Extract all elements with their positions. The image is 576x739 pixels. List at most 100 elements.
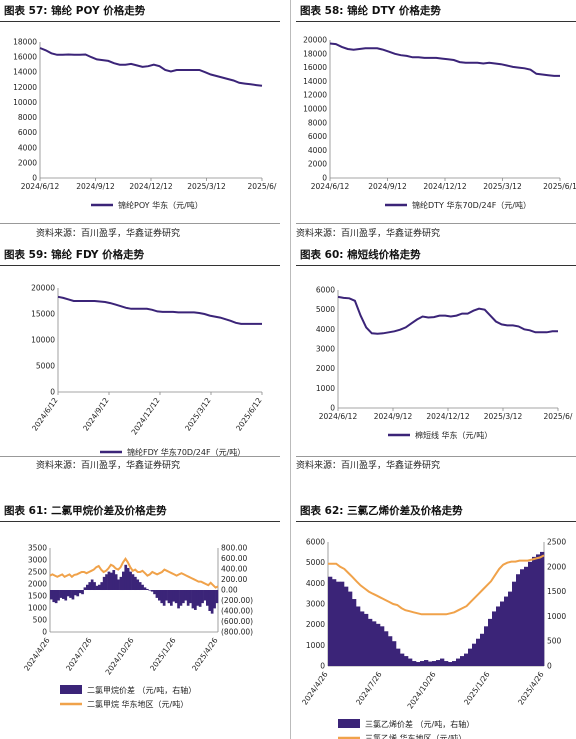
spread-bar [484, 626, 489, 666]
y-left-tick-label: 3000 [28, 556, 47, 565]
spread-bar [416, 662, 421, 666]
spread-bar [328, 576, 333, 666]
spread-bar [412, 661, 417, 666]
y-tick-label: 5000 [316, 305, 335, 314]
spread-bar [356, 606, 361, 666]
legend-label: 锦纶FDY 华东70D/24F（元/吨） [127, 447, 245, 456]
x-tick-label: 2025/4/26 [516, 670, 546, 707]
spread-bar [102, 576, 106, 591]
y-tick-label: 6000 [18, 128, 37, 137]
spread-bar [74, 590, 77, 596]
y-right-tick-label: 2500 [547, 538, 566, 547]
spread-bar [124, 564, 128, 590]
y-left-tick-label: 1000 [306, 641, 325, 650]
spread-bar [432, 661, 437, 666]
spread-bar [57, 590, 60, 601]
y-left-tick-label: 2500 [28, 568, 47, 577]
source-divider [296, 223, 576, 224]
spread-bar [98, 584, 101, 590]
spread-bar [444, 661, 449, 666]
x-tick-label: 2025/6/ [248, 182, 277, 191]
y-left-tick-label: 2000 [28, 580, 47, 589]
spread-bar [182, 590, 185, 604]
y-right-tick-label: (400.00) [221, 607, 253, 616]
panel-cotton: 图表 60: 棉短线价格走势 0 1000 2000 3000 4000 5000 6000… [296, 244, 576, 474]
spread-bar [86, 584, 89, 590]
spread-bar [348, 591, 353, 666]
source-divider [0, 223, 280, 224]
spread-bar [170, 590, 173, 606]
spread-bar [167, 590, 171, 604]
x-tick-label: 2024/4/26 [300, 670, 330, 707]
spread-bar [504, 596, 509, 666]
spread-bar [528, 561, 533, 666]
y-tick-label: 0 [32, 174, 37, 183]
x-tick-label: 2025/1/26 [462, 670, 492, 707]
spread-bar [136, 579, 140, 590]
spread-bar [198, 590, 202, 607]
y-right-tick-label: 2000 [547, 562, 566, 571]
spread-bar [352, 599, 357, 666]
y-left-tick-label: 0 [320, 662, 325, 671]
x-tick-label: 2025/3/12 [483, 182, 522, 191]
spread-bar [344, 586, 349, 666]
x-tick-label: 2025/6/1 [543, 182, 576, 191]
spread-bar [93, 582, 96, 591]
y-tick-label: 4000 [316, 325, 335, 334]
spread-bar [404, 656, 409, 666]
y-tick-label: 2000 [316, 364, 335, 373]
spread-bar [396, 648, 401, 666]
x-tick-label: 2024/12/12 [423, 182, 466, 191]
spread-bar [420, 661, 425, 666]
y-tick-label: 14000 [303, 77, 327, 86]
spread-bar [153, 590, 156, 595]
title-divider [296, 521, 576, 522]
spread-bar [388, 636, 393, 666]
legend-label: 棉短线 华东（元/吨） [415, 430, 492, 440]
spread-bar [428, 661, 433, 666]
chart-dcm: 0 500 1000 1500 2000 2500 3000 3500 (800.00) (600… [22, 544, 253, 710]
spread-bar [516, 574, 521, 666]
spread-bar [500, 601, 505, 666]
chart-title: 图表 61: 二氯甲烷价差及价格走势 [4, 505, 167, 517]
spread-bar [184, 590, 188, 601]
y-tick-label: 6000 [308, 132, 327, 141]
spread-bar [436, 660, 441, 666]
panel-dcm: 图表 61: 二氯甲烷价差及价格走势 0 500 1000 1500 2000 2500 3… [0, 500, 285, 739]
spread-bar [189, 590, 192, 604]
spread-bar [105, 574, 108, 590]
legend-label-line: 三氯乙烯 华东地区（元/吨） [365, 733, 466, 739]
x-tick-label: 2024/10/26 [103, 636, 135, 677]
spread-bar [141, 584, 144, 590]
y-tick-label: 1000 [316, 384, 335, 393]
spread-bar [194, 590, 197, 610]
y-tick-label: 8000 [308, 118, 327, 127]
y-right-tick-label: (600.00) [221, 617, 253, 626]
x-tick-label: 2025/6/12 [234, 396, 264, 433]
y-left-tick-label: 6000 [306, 538, 325, 547]
spread-bar [372, 621, 377, 666]
spread-bar [59, 590, 63, 598]
spread-bar [114, 574, 118, 590]
spread-bar [336, 581, 341, 666]
series-line [39, 47, 263, 87]
spread-bar [165, 590, 168, 601]
spread-bar [460, 656, 465, 666]
chart-tce: 0 1000 2000 3000 4000 5000 6000 0 500 1000 1500 200… [300, 538, 566, 739]
x-tick-label: 2024/12/12 [129, 396, 161, 437]
x-tick-label: 2025/3/12 [183, 396, 213, 433]
legend-label: 锦纶POY 华东（元/吨） [118, 200, 203, 210]
source-note: 资料来源：百川盈孚，华鑫证券研究 [296, 461, 441, 471]
legend-swatch-bar [338, 719, 360, 728]
spread-bar [66, 590, 70, 597]
spread-bar [540, 551, 545, 666]
y-left-tick-label: 1500 [28, 592, 47, 601]
y-right-tick-label: 1000 [547, 612, 566, 621]
chart-title: 图表 57: 锦纶 POY 价格走势 [4, 5, 146, 17]
spread-bar [62, 590, 65, 599]
spread-bar [126, 567, 130, 590]
spread-bar [174, 590, 178, 604]
spread-bar [83, 587, 87, 591]
spread-bar [110, 572, 113, 590]
spread-bar [179, 590, 183, 606]
